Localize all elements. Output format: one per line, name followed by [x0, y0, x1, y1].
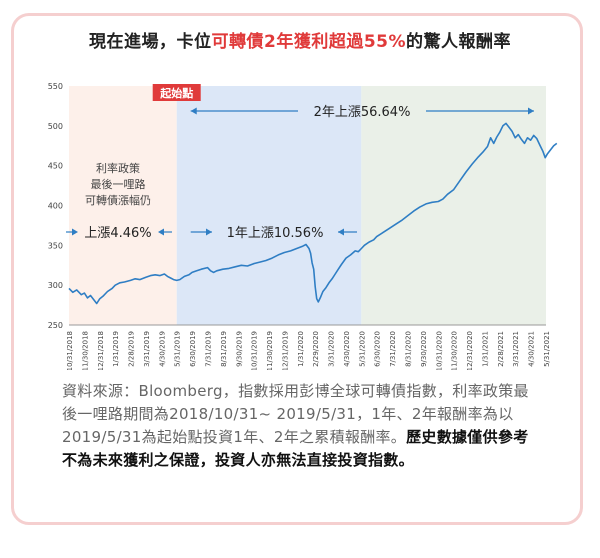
arrowhead-pre-left: [158, 228, 164, 236]
label-2y-return: 2年上漲56.64%: [314, 105, 411, 120]
y-tick-label: 400: [48, 202, 63, 211]
x-tick-label: 11/30/2019: [266, 331, 274, 370]
source-bold: 歷史數據僅供參考不為未來獲利之保證，投資人亦無法直接投資指數。: [62, 428, 529, 469]
arrowhead-2y-right: [528, 107, 534, 115]
source-note: 資料來源：Bloomberg，指數採用彭博全球可轉債指數，利率政策最後一哩路期間…: [62, 380, 542, 472]
annotation-line: 可轉債漲幅仍: [85, 193, 151, 207]
y-tick-label: 350: [48, 241, 63, 250]
x-tick-label: 2/28/2021: [497, 331, 505, 367]
x-tick-label: 6/30/2020: [374, 331, 382, 367]
x-tick-label: 10/31/2018: [66, 331, 74, 370]
source-normal: 資料來源：Bloomberg，指數採用彭博全球可轉債指數，利率政策最後一哩路期間…: [62, 382, 529, 446]
x-tick-label: 10/31/2019: [251, 331, 259, 370]
y-tick-label: 300: [48, 281, 63, 290]
x-tick-label: 7/31/2020: [389, 331, 397, 367]
x-tick-label: 5/31/2021: [543, 331, 551, 367]
x-tick-label: 12/31/2020: [466, 331, 474, 370]
x-tick-label: 11/30/2018: [81, 331, 89, 370]
x-tick-label: 8/31/2020: [405, 331, 413, 367]
title-highlight: 可轉債2年獲利超過55%: [211, 32, 407, 52]
x-tick-label: 8/31/2019: [220, 331, 228, 367]
x-tick-label: 12/31/2018: [97, 331, 105, 370]
zone-year-2: [361, 86, 546, 325]
x-tick-label: 4/30/2019: [158, 331, 166, 367]
x-tick-label: 11/30/2020: [451, 331, 459, 370]
series-line: [68, 122, 558, 305]
arrowhead-2y-left: [190, 107, 197, 115]
x-tick-label: 2/29/2020: [312, 331, 320, 367]
x-tick-label: 3/31/2019: [143, 331, 151, 367]
x-tick-label: 3/31/2020: [328, 331, 336, 367]
x-tick-label: 5/31/2020: [358, 331, 366, 367]
zone-pre-start: [69, 86, 177, 325]
label-1y-return: 1年上漲10.56%: [227, 226, 324, 241]
y-tick-label: 550: [48, 82, 63, 91]
zone-year-1: [176, 86, 362, 325]
y-tick-label: 500: [48, 122, 63, 131]
annotation-line: 利率政策: [96, 161, 140, 175]
x-tick-label: 10/31/2020: [435, 331, 443, 370]
x-tick-label: 6/30/2019: [189, 331, 197, 367]
x-tick-label: 4/30/2021: [528, 331, 536, 367]
annotation-line: 最後一哩路: [91, 177, 146, 191]
arrowhead-pre-right: [72, 228, 78, 236]
arrowhead-1y-right: [206, 228, 212, 236]
label-pre-return: 上漲4.46%: [84, 226, 151, 241]
x-tick-label: 2/28/2019: [128, 331, 136, 367]
line-chart: 250 300 350 400 450 500 550 10/31/2018 11/30/201…: [48, 82, 558, 370]
x-tick-label: 3/31/2021: [512, 331, 520, 367]
start-badge: [152, 84, 201, 101]
x-tick-label: 7/31/2019: [204, 331, 212, 367]
x-tick-label: 1/31/2020: [297, 331, 305, 367]
y-tick-label: 450: [48, 162, 63, 171]
title-prefix: 現在進場，卡位: [88, 32, 212, 52]
y-tick-label: 250: [48, 321, 63, 330]
x-tick-label: 12/31/2019: [281, 331, 289, 370]
x-tick-label: 9/30/2019: [235, 331, 243, 367]
title-suffix: 的驚人報酬率: [406, 32, 512, 52]
x-tick-label: 5/31/2019: [174, 331, 182, 367]
page-title: 現在進場，卡位可轉債2年獲利超過55%的驚人報酬率: [0, 27, 600, 52]
x-tick-label: 9/30/2020: [420, 331, 428, 367]
x-tick-label: 4/30/2020: [343, 331, 351, 367]
arrowhead-1y-left: [338, 228, 344, 236]
start-badge-label: 起始點: [159, 86, 193, 100]
x-tick-label: 1/31/2021: [481, 331, 489, 367]
x-tick-label: 1/31/2019: [112, 331, 120, 367]
